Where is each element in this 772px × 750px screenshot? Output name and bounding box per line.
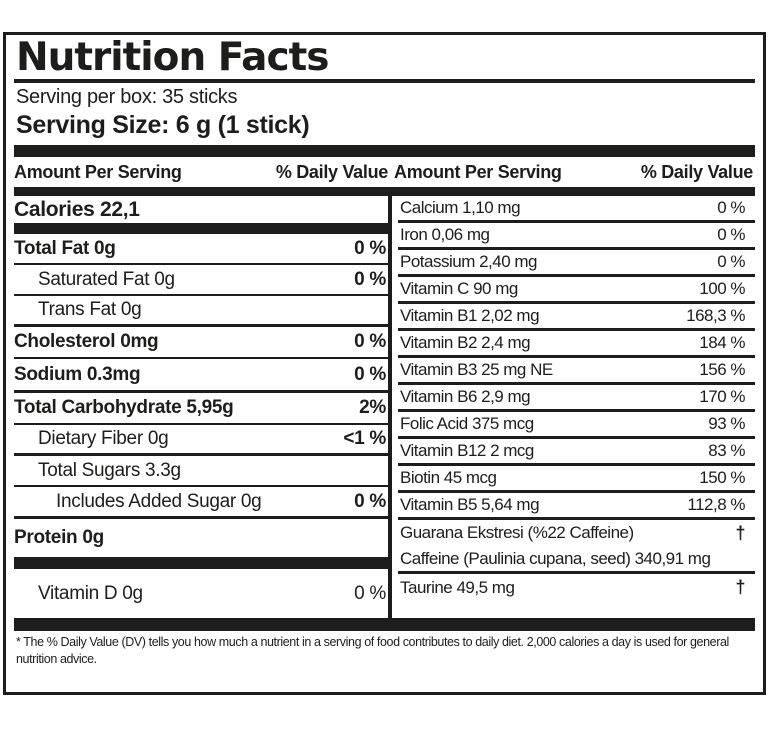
nutrient-dv: 156 % [699,360,745,379]
row-vitamin-b2: Vitamin B2 2,4 mg 184 % [398,331,755,358]
nutrient-dv: 150 % [699,468,745,487]
nutrient-dv: 0 % [354,237,386,259]
row-total-fat: Total Fat 0g 0 % [14,234,388,265]
nutrient-dv: 0 % [354,331,386,352]
thick-rule-under-headers [14,187,755,196]
thick-rule-bottom [14,618,755,631]
nutrient-dv: 0 % [354,490,386,512]
row-calories: Calories 22,1 [14,196,388,223]
nutrient-name: Dietary Fiber 0g [38,428,169,449]
nutrient-columns: Calories 22,1 Total Fat 0g 0 % Saturated… [14,196,755,618]
nutrient-name: Vitamin B2 2,4 mg [400,333,531,352]
nutrient-dv: 0 % [717,198,745,217]
serving-size: Serving Size: 6 g (1 stick) [16,111,310,139]
nutrient-dv: 112,8 % [687,495,745,514]
nutrition-facts-label: Nutrition Facts Serving per box: 35 stic… [3,32,766,695]
nutrient-name: Iron 0,06 mg [400,225,490,244]
serving-per-box: Serving per box: 35 sticks [16,86,238,108]
nutrient-name: Vitamin B5 5,64 mg [400,495,540,514]
nutrient-name: Biotin 45 mcg [400,468,497,487]
left-column-header: Amount Per Serving % Daily Value [14,157,388,187]
nutrient-dv: 0 % [354,363,386,385]
row-iron: Iron 0,06 mg 0 % [398,223,755,250]
nutrient-name: Total Sugars 3.3g [38,459,181,481]
nutrient-name: Taurine 49,5 mg [400,577,515,597]
nutrient-dv: 168,3 % [686,306,745,325]
row-sodium: Sodium 0.3mg 0 % [14,359,388,393]
thick-rule-under-protein [14,557,388,569]
dagger-mark: † [735,577,745,597]
nutrient-name: Cholesterol 0mg [14,331,159,352]
amount-per-serving-header: Amount Per Serving [394,162,562,182]
label-title: Nutrition Facts [14,37,755,83]
nutrient-name: Vitamin D 0g [38,582,143,604]
nutrient-name: Guarana Ekstresi (%22 Caffeine) Caffeine… [398,520,711,572]
row-vitamin-b6: Vitamin B6 2,9 mg 170 % [398,385,755,412]
nutrient-dv: 93 % [708,414,745,433]
row-vitamin-c: Vitamin C 90 mg 100 % [398,277,755,304]
nutrient-name: Vitamin B6 2,9 mg [400,387,531,406]
nutrient-name: Includes Added Sugar 0g [56,490,262,512]
row-cholesterol: Cholesterol 0mg 0 % [14,327,388,359]
row-trans-fat: Trans Fat 0g [14,296,388,327]
daily-value-header: % Daily Value [640,162,753,182]
nutrient-name: Trans Fat 0g [38,299,142,320]
row-dietary-fiber: Dietary Fiber 0g <1 % [14,425,388,456]
row-total-carbohydrate: Total Carbohydrate 5,95g 2% [14,393,388,425]
nutrient-name: Vitamin C 90 mg [400,279,518,298]
nutrient-name: Saturated Fat 0g [38,268,175,290]
nutrient-name: Total Carbohydrate 5,95g [14,397,234,418]
amount-per-serving-header: Amount Per Serving [14,162,182,182]
nutrient-name: Potassium 2,40 mg [400,252,538,271]
row-vitamin-b12: Vitamin B12 2 mcg 83 % [398,439,755,466]
nutrient-name: Calories 22,1 [14,197,140,221]
row-vitamin-d: Vitamin D 0g 0 % [14,569,388,618]
row-folic-acid: Folic Acid 375 mcg 93 % [398,412,755,439]
row-protein: Protein 0g [14,519,388,557]
nutrient-name: Vitamin B3 25 mg NE [400,360,553,379]
nutrient-name: Folic Acid 375 mcg [400,414,534,433]
nutrient-name: Protein 0g [14,527,104,548]
nutrient-name: Calcium 1,10 mg [400,198,521,217]
row-vitamin-b1: Vitamin B1 2,02 mg 168,3 % [398,304,755,331]
nutrient-dv: 184 % [699,333,745,352]
daily-value-header: % Daily Value [275,162,388,182]
column-divider [388,196,392,618]
nutrient-dv: 0 % [354,268,386,290]
right-column-header: Amount Per Serving % Daily Value [388,157,755,187]
thick-rule-under-calories [14,223,388,234]
row-potassium: Potassium 2,40 mg 0 % [398,250,755,277]
nutrient-dv: 100 % [699,279,745,298]
row-added-sugar: Includes Added Sugar 0g 0 % [14,487,388,519]
row-calcium: Calcium 1,10 mg 0 % [398,196,755,223]
nutrient-name: Vitamin B1 2,02 mg [400,306,540,325]
column-headers: Amount Per Serving % Daily Value Amount … [14,157,755,187]
nutrient-dv: <1 % [343,428,386,449]
row-vitamin-b5: Vitamin B5 5,64 mg 112,8 % [398,493,755,520]
nutrient-name: Sodium 0.3mg [14,363,141,385]
guarana-line1: Guarana Ekstresi (%22 Caffeine) [400,523,634,542]
row-biotin: Biotin 45 mcg 150 % [398,466,755,493]
row-guarana-caffeine: Guarana Ekstresi (%22 Caffeine) Caffeine… [398,520,755,574]
daily-value-footnote: * The % Daily Value (DV) tells you how m… [16,635,729,666]
nutrient-dv: 83 % [708,441,745,460]
nutrient-dv: 170 % [699,387,745,406]
nutrient-name: Total Fat 0g [14,237,116,259]
row-vitamin-b3: Vitamin B3 25 mg NE 156 % [398,358,755,385]
row-taurine: Taurine 49,5 mg † [398,574,755,601]
nutrient-dv: 0 % [717,225,745,244]
right-nutrient-column: Calcium 1,10 mg 0 % Iron 0,06 mg 0 % Pot… [392,196,755,618]
row-saturated-fat: Saturated Fat 0g 0 % [14,265,388,296]
nutrient-dv: 0 % [717,252,745,271]
nutrient-dv: 0 % [354,582,386,604]
row-total-sugars: Total Sugars 3.3g [14,456,388,487]
left-nutrient-column: Calories 22,1 Total Fat 0g 0 % Saturated… [14,196,388,618]
thick-rule-top [14,145,755,157]
nutrient-name: Vitamin B12 2 mcg [400,441,534,460]
dagger-mark: † [735,523,745,543]
nutrient-dv: 2% [359,397,386,418]
caffeine-line2: Caffeine (Paulinia cupana, seed) 340,91 … [400,549,711,568]
